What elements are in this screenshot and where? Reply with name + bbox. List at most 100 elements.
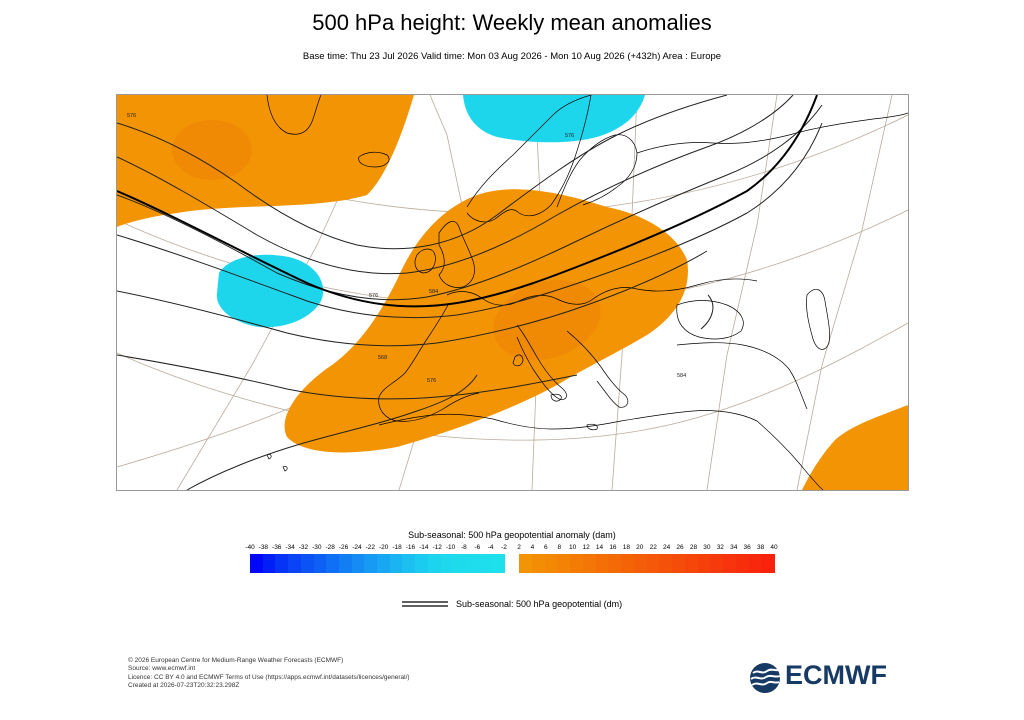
- colorbar-tick-label: 10: [569, 544, 577, 551]
- colorbar-tick-label: 32: [716, 544, 724, 551]
- footer-line: Source: www.ecmwf.int: [128, 665, 196, 673]
- colorbar-segment: [723, 554, 737, 573]
- colorbar-tick-label: 40: [770, 544, 778, 551]
- colorbar-tick-label: -38: [258, 544, 269, 551]
- contour-label: 576: [427, 378, 436, 384]
- map-canvas: 576 576 584 576 568 576 584: [117, 95, 908, 490]
- colorbar-segment: [646, 554, 660, 573]
- colorbar-tick-label: -22: [365, 544, 376, 551]
- colorbar-tick-label: -34: [285, 544, 295, 551]
- colorbar-tick-label: -18: [392, 544, 402, 551]
- colorbar-tick-label: 22: [649, 544, 657, 551]
- colorbar-segment: [300, 554, 314, 573]
- colorbar-title: Sub-seasonal: 500 hPa geopotential anoma…: [408, 530, 616, 540]
- colorbar-tick-label: 34: [730, 544, 738, 551]
- colorbar-tick-label: -8: [461, 544, 467, 551]
- colorbar-segment: [402, 554, 416, 573]
- colorbar-segment: [250, 554, 264, 573]
- colorbar-segment: [364, 554, 378, 573]
- colorbar-segment: [672, 554, 686, 573]
- colorbar-tick-label: 26: [676, 544, 684, 551]
- colorbar-segment: [735, 554, 749, 573]
- colorbar-tick-label: -6: [474, 544, 481, 551]
- colorbar-tick-label: -16: [405, 544, 416, 551]
- colorbar-segment: [531, 554, 545, 573]
- contour-label: 584: [677, 373, 686, 379]
- colorbar-tick-label: 20: [636, 544, 644, 551]
- colorbar-segment: [570, 554, 584, 573]
- ecmwf-globe-icon: [750, 663, 781, 693]
- colorbar-segment: [659, 554, 673, 573]
- colorbar-segment: [415, 554, 429, 573]
- colorbar-tick-label: 28: [689, 544, 698, 551]
- colorbar-segment: [389, 554, 403, 573]
- contour-legend-line: [402, 601, 448, 607]
- colorbar-tick-label: 38: [756, 544, 765, 551]
- colorbar-segment: [377, 554, 391, 573]
- colorbar-segment: [427, 554, 441, 573]
- contour-label: 576: [127, 113, 136, 119]
- contour-label: 568: [378, 355, 387, 361]
- colorbar-segment: [453, 554, 467, 573]
- footer-line: Licence: CC BY 4.0 and ECMWF Terms of Us…: [128, 673, 410, 681]
- footer-line: Created at 2026-07-23T20:32:23.298Z: [128, 681, 240, 689]
- colorbar-segment: [478, 554, 492, 573]
- colorbar-tick-label: 16: [609, 544, 617, 551]
- colorbar-tick-label: 8: [557, 544, 562, 551]
- colorbar-segment: [697, 554, 711, 573]
- colorbar-segment: [313, 554, 327, 573]
- chart-subtitle: Base time: Thu 23 Jul 2026 Valid time: M…: [302, 51, 722, 62]
- colorbar-segment: [684, 554, 698, 573]
- colorbar-segment: [351, 554, 365, 573]
- colorbar-tick-label: -20: [378, 544, 389, 551]
- colorbar-tick-label: 14: [595, 544, 604, 551]
- colorbar-tick-label: -32: [298, 544, 309, 551]
- map-panel: 576 576 584 576 568 576 584: [116, 94, 909, 491]
- colorbar-tick-label: 2: [517, 544, 521, 551]
- contour-labels: 576 576 584 576 568 576 584: [127, 113, 686, 384]
- contour-legend-label: Sub-seasonal: 500 hPa geopotential (dm): [456, 599, 623, 609]
- colorbar-tick-label: -2: [501, 544, 507, 551]
- contour-label: 576: [369, 293, 378, 299]
- colorbar-segment: [748, 554, 762, 573]
- colorbar-tick-label: -36: [272, 544, 282, 551]
- colorbar-segment: [338, 554, 353, 573]
- contour-label: 584: [429, 289, 438, 295]
- colorbar-segment: [761, 554, 775, 573]
- colorbar-segment: [544, 554, 558, 573]
- positive-anomaly-areas: [117, 95, 908, 490]
- ecmwf-logo-text: ECMWF: [785, 660, 887, 690]
- colorbar-tick-label: 12: [582, 544, 590, 551]
- colorbar-tick-label: -4: [487, 544, 494, 551]
- colorbar-tick-label: -12: [432, 544, 442, 551]
- colorbar-tick-label: 36: [743, 544, 751, 551]
- colorbar-tick-label: 4: [530, 544, 535, 551]
- colorbar-tick-label: -10: [445, 544, 456, 551]
- colorbar-segment: [465, 554, 480, 573]
- colorbar-tick-label: 30: [703, 544, 711, 551]
- colorbar-tick-label: 24: [663, 544, 671, 551]
- contour-label: 576: [565, 133, 574, 139]
- colorbar-segment: [288, 554, 302, 573]
- colorbar-tick-label: -24: [352, 544, 362, 551]
- colorbar-tick-label: -40: [245, 544, 255, 551]
- colorbar-negative: [250, 554, 505, 573]
- colorbar-tick-label: -30: [312, 544, 322, 551]
- colorbar-segment: [275, 554, 289, 573]
- colorbar-segment: [710, 554, 724, 573]
- footer-credits: © 2026 European Centre for Medium-Range …: [128, 657, 410, 690]
- colorbar-segment: [582, 554, 596, 573]
- footer-line: © 2026 European Centre for Medium-Range …: [128, 657, 344, 664]
- contour-576: [117, 95, 818, 308]
- colorbar-segment: [491, 554, 505, 573]
- colorbar-segment: [633, 554, 647, 573]
- colorbar-segment: [262, 554, 276, 573]
- negative-anomaly-areas: [216, 95, 645, 328]
- colorbar-segment: [440, 554, 454, 573]
- colorbar-segment: [326, 554, 340, 573]
- chart-title: 500 hPa height: Weekly mean anomalies: [312, 10, 712, 35]
- colorbar-tick-label: -28: [325, 544, 335, 551]
- colorbar-tick-label: -14: [419, 544, 429, 551]
- colorbar-tick-label: 6: [544, 544, 548, 551]
- colorbar-tick-label: 18: [622, 544, 630, 551]
